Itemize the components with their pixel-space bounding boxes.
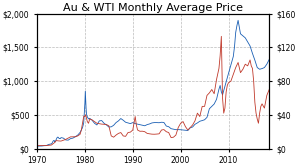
Title: Au & WTI Monthly Average Price: Au & WTI Monthly Average Price: [63, 3, 243, 13]
